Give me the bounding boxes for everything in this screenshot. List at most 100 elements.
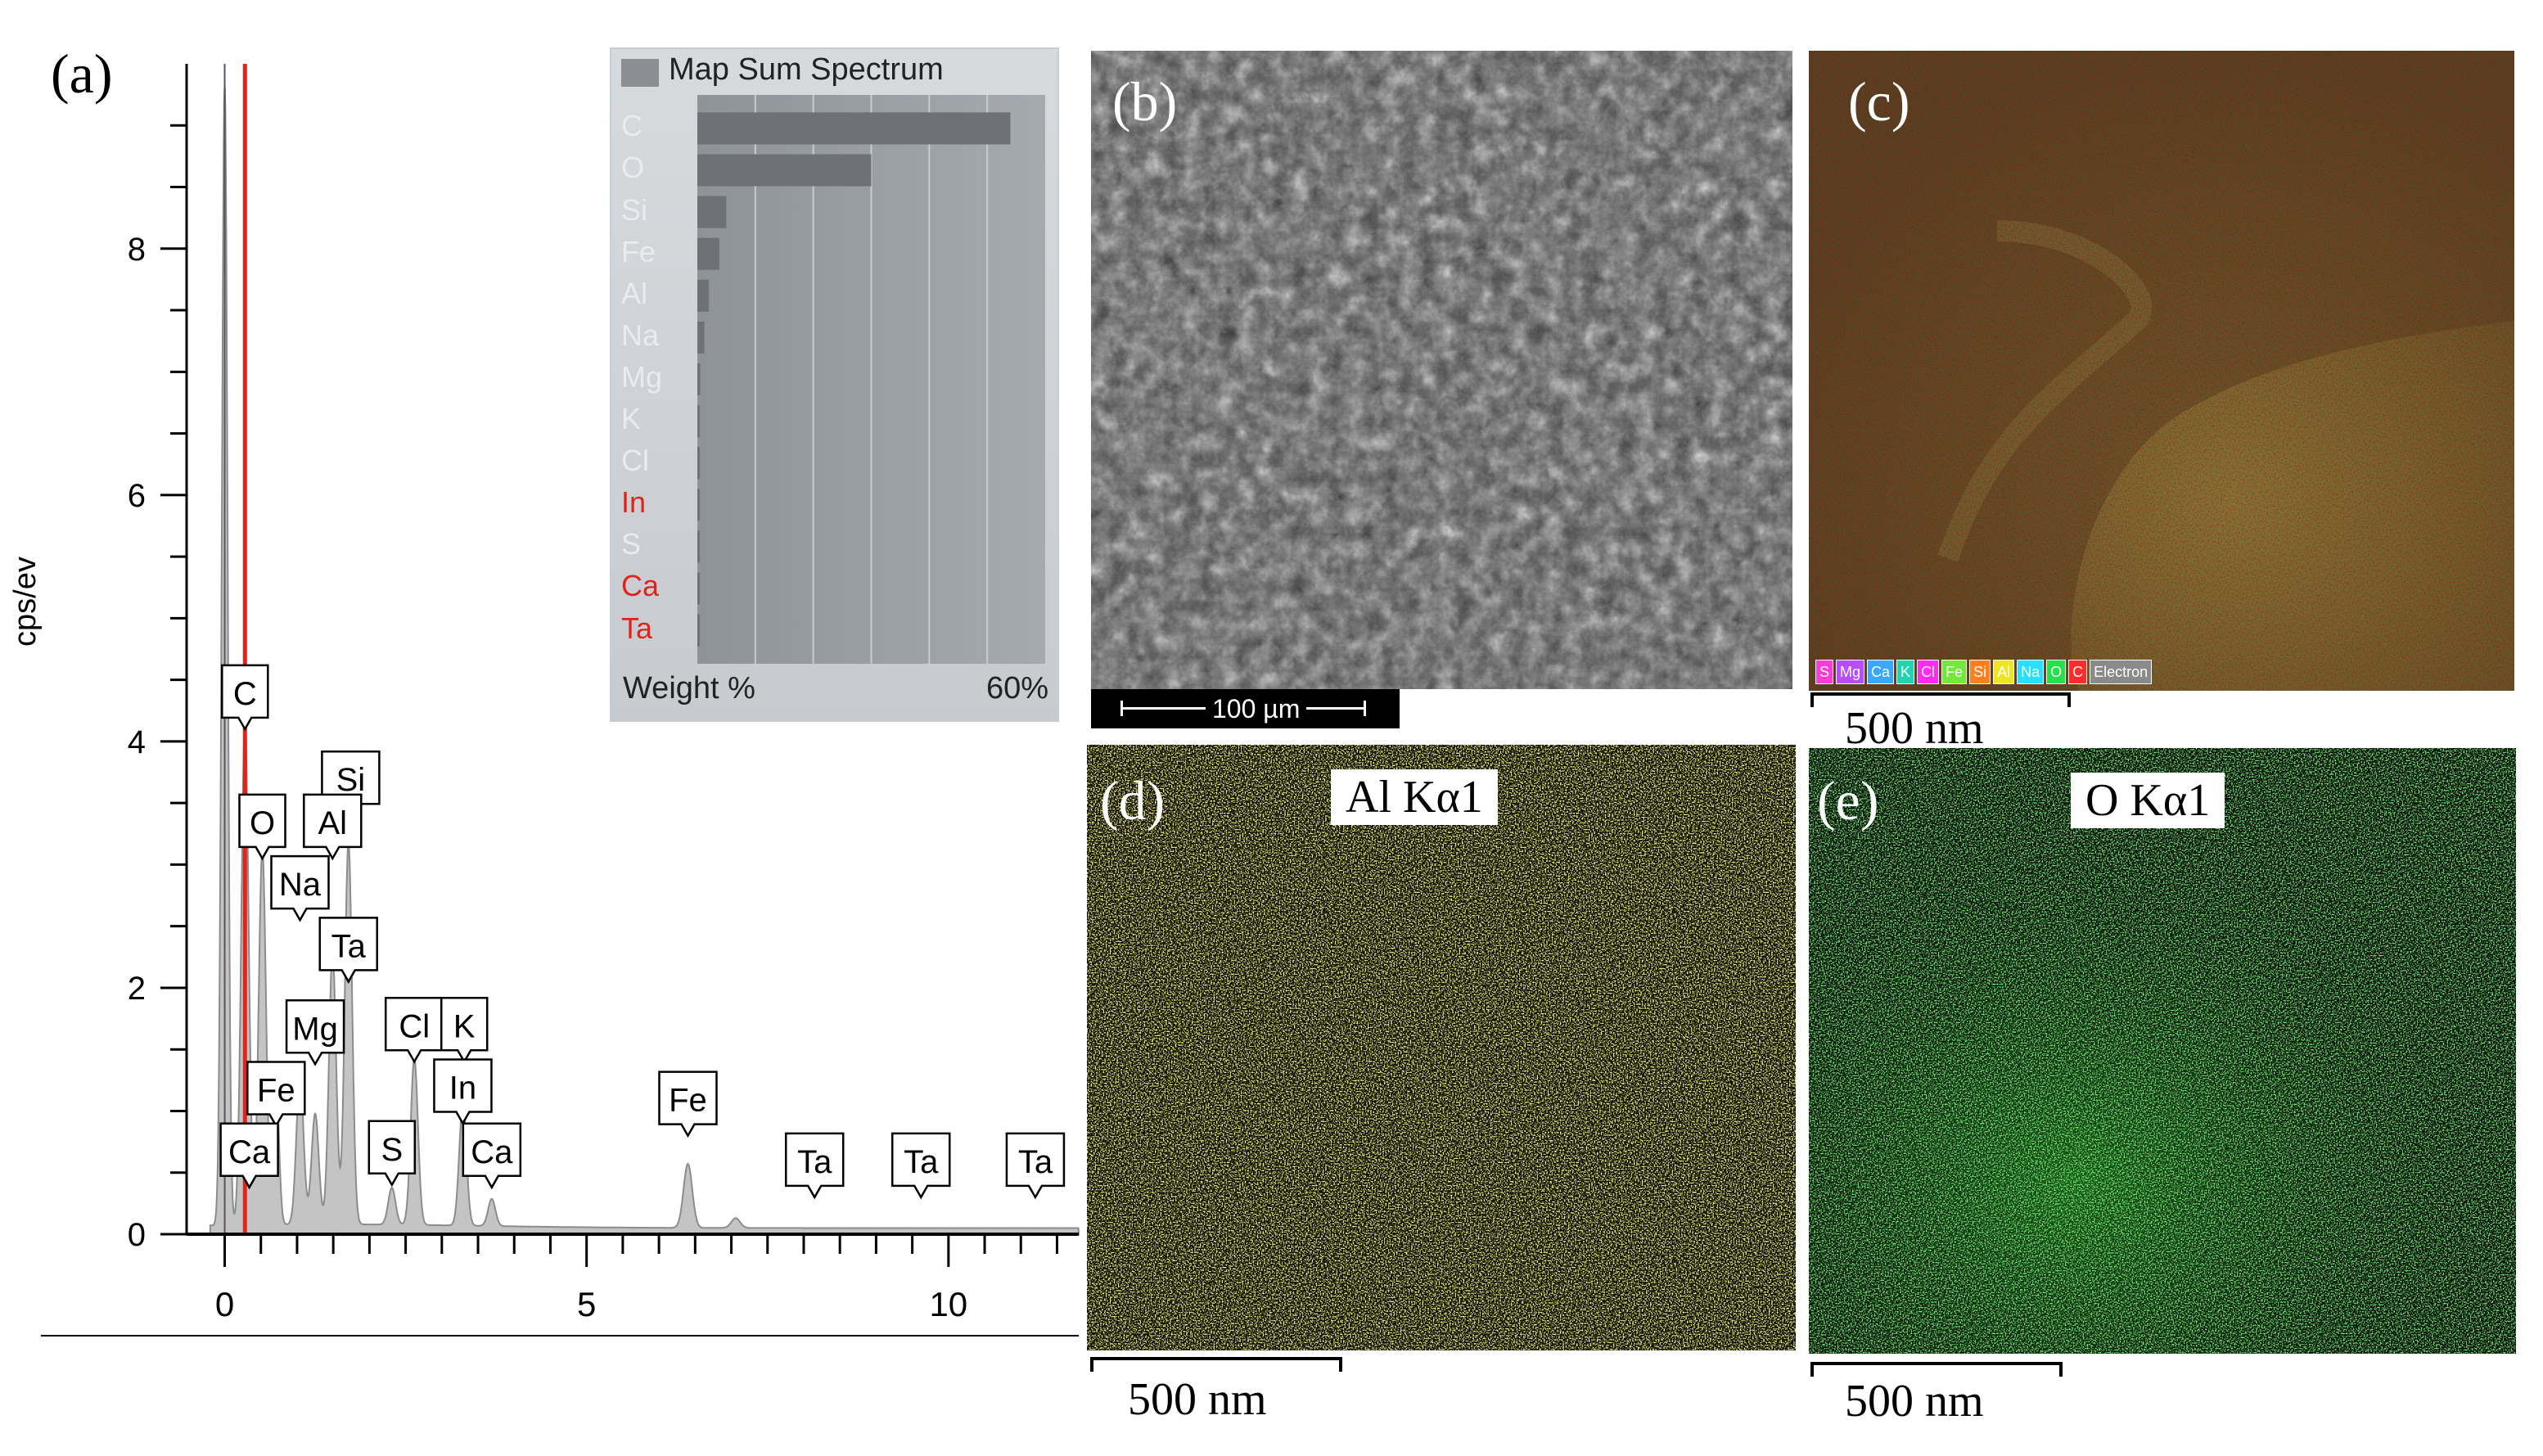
scale-text-e: 500 nm <box>1845 1376 1984 1427</box>
peak-label-box <box>367 1120 417 1188</box>
inset-label-s: S <box>621 527 642 561</box>
peak-label-text: Fe <box>257 1073 295 1109</box>
inset-label-cl: Cl <box>621 444 649 478</box>
peak-label-box <box>433 1058 493 1126</box>
inset-bar-in <box>697 489 700 521</box>
element-color-legend: S Mg Ca K Cl Fe Si Al Na O C Electron <box>1815 660 2153 684</box>
inset-bar-o <box>697 154 872 187</box>
legend-chip-o: O <box>2046 660 2067 684</box>
peak-label-text: Ta <box>331 928 367 964</box>
scale-bar-c <box>1810 692 2071 707</box>
peak-label-text: Ca <box>228 1134 271 1170</box>
panel-d: (d) Al Kα1 <box>1087 745 1796 1350</box>
panel-label-a: (a) <box>51 43 113 105</box>
y-tick-label: 0 <box>128 1217 146 1253</box>
inset-label-o: O <box>621 151 645 185</box>
scale-bar-b: 100 µm <box>1091 689 1400 728</box>
peak-label-text: Al <box>318 805 348 841</box>
peak-label-s: S <box>367 1120 417 1188</box>
inset-bar-na <box>697 321 705 354</box>
peak-label-box <box>285 999 345 1066</box>
inset-bar-c <box>697 112 1011 145</box>
panel-label-b: (b) <box>1112 70 1178 133</box>
peak-label-text: Cl <box>399 1008 430 1044</box>
legend-chip-ca: Ca <box>1867 660 1895 684</box>
y-tick-label: 8 <box>128 232 146 268</box>
peak-label-text: Na <box>279 867 322 903</box>
peak-label-box <box>303 793 363 861</box>
inset-label-fe: Fe <box>621 234 656 268</box>
layered-map-image <box>1809 51 2514 691</box>
spectrum-series <box>209 88 1080 1235</box>
inset-label-k: K <box>621 402 642 436</box>
inset-bar-s <box>697 530 700 563</box>
inset-bar-chart <box>697 95 1011 664</box>
legend-chip-electron: Electron <box>2090 660 2153 684</box>
peak-label-box <box>1005 1132 1066 1200</box>
legend-chip-s: S <box>1815 660 1834 684</box>
legend-chip-mg: Mg <box>1836 660 1865 684</box>
peak-label-ca: Ca <box>219 1122 279 1190</box>
legend-chip-al: Al <box>1993 660 2015 684</box>
x-tick-label: 5 <box>577 1285 596 1323</box>
inset-bar-si <box>697 196 727 228</box>
inset-bar-mg <box>697 363 701 396</box>
peak-label-box <box>219 1122 279 1190</box>
peak-label-text: Mg <box>292 1011 338 1047</box>
inset-label-ta: Ta <box>621 611 653 645</box>
al-map-image <box>1087 745 1796 1350</box>
y-tick-label: 4 <box>128 724 146 760</box>
peak-label-box <box>318 917 378 984</box>
peak-label-text: S <box>381 1132 403 1168</box>
scale-bar-b-tick-left <box>1120 701 1123 716</box>
peak-label-text: K <box>453 1008 476 1044</box>
panel-b: (b) <box>1091 51 1792 689</box>
scale-text-d: 500 nm <box>1128 1374 1267 1425</box>
panel-label-d: (d) <box>1100 769 1166 832</box>
scale-bar-b-text: 100 µm <box>1206 694 1307 724</box>
legend-chip-na: Na <box>2017 660 2045 684</box>
peak-label-c: C <box>221 664 269 732</box>
inset-bar-ca <box>697 572 700 605</box>
peak-label-text: Si <box>336 762 366 798</box>
inset-plot-area <box>697 95 1045 664</box>
peak-label-ta: Ta <box>784 1132 845 1200</box>
peak-label-text: C <box>233 676 257 712</box>
peak-label-text: In <box>449 1071 476 1107</box>
peak-label-text: Fe <box>669 1083 707 1119</box>
peak-label-box <box>462 1122 522 1190</box>
inset-label-si: Si <box>621 192 648 227</box>
peak-label-box <box>440 997 489 1064</box>
inset-bar-cl <box>697 447 700 480</box>
peak-label-text: Ta <box>1018 1144 1053 1180</box>
inset-label-ca: Ca <box>621 569 660 603</box>
inset-title: Map Sum Spectrum <box>669 52 944 87</box>
peak-label-text: Ta <box>904 1144 939 1180</box>
peak-label-o: O <box>238 793 286 861</box>
peak-label-fe: Fe <box>246 1061 306 1129</box>
peak-label-in: In <box>433 1058 493 1126</box>
inset-x-max: 60% <box>986 671 1049 705</box>
peak-label-box <box>270 854 330 922</box>
scale-text-c: 500 nm <box>1845 703 1984 754</box>
peak-label-ta: Ta <box>318 917 378 984</box>
inset-label-na: Na <box>621 318 660 352</box>
peak-label-box <box>891 1132 951 1200</box>
peak-label-na: Na <box>270 854 330 922</box>
legend-chip-si: Si <box>1969 660 1991 684</box>
legend-chip-c: C <box>2068 660 2088 684</box>
scale-bar-d <box>1090 1357 1342 1372</box>
y-tick-label: 2 <box>128 971 146 1007</box>
o-map-image <box>1809 748 2516 1354</box>
legend-chip-k: K <box>1896 660 1915 684</box>
al-map-title: Al Kα1 <box>1331 769 1498 825</box>
peak-label-box <box>784 1132 845 1200</box>
inset-bar-al <box>697 279 710 312</box>
inset-element-labels: C O Si Fe Al Na Mg K Cl In S Ca Ta <box>621 95 695 664</box>
inset-label-al: Al <box>621 276 648 310</box>
panel-a: 0 2 4 6 8 0 5 10 C Si O Al Na Ta Mg Cl K In Fe Fe Ca S Ca Ta Ta… <box>0 0 1089 1359</box>
peak-label-box <box>246 1061 306 1129</box>
inset-bar-fe <box>697 237 719 270</box>
panel-label-e: (e) <box>1817 769 1879 832</box>
